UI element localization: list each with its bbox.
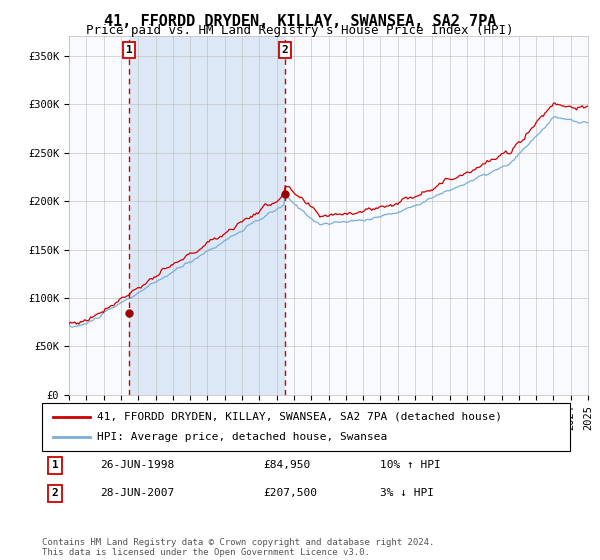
Text: 2: 2 <box>52 488 59 498</box>
Text: 41, FFORDD DRYDEN, KILLAY, SWANSEA, SA2 7PA: 41, FFORDD DRYDEN, KILLAY, SWANSEA, SA2 … <box>104 14 496 29</box>
Text: 2: 2 <box>281 45 288 55</box>
Text: £84,950: £84,950 <box>264 460 311 470</box>
Text: HPI: Average price, detached house, Swansea: HPI: Average price, detached house, Swan… <box>97 432 388 442</box>
Text: 28-JUN-2007: 28-JUN-2007 <box>100 488 175 498</box>
Bar <box>129 36 285 395</box>
Text: £207,500: £207,500 <box>264 488 318 498</box>
Text: 26-JUN-1998: 26-JUN-1998 <box>100 460 175 470</box>
Text: Contains HM Land Registry data © Crown copyright and database right 2024.
This d: Contains HM Land Registry data © Crown c… <box>42 538 434 557</box>
Text: 41, FFORDD DRYDEN, KILLAY, SWANSEA, SA2 7PA (detached house): 41, FFORDD DRYDEN, KILLAY, SWANSEA, SA2 … <box>97 412 502 422</box>
Text: 1: 1 <box>126 45 133 55</box>
Text: Price paid vs. HM Land Registry's House Price Index (HPI): Price paid vs. HM Land Registry's House … <box>86 24 514 37</box>
Text: 3% ↓ HPI: 3% ↓ HPI <box>380 488 434 498</box>
Text: 1: 1 <box>52 460 59 470</box>
FancyBboxPatch shape <box>42 403 570 451</box>
Text: 10% ↑ HPI: 10% ↑ HPI <box>380 460 440 470</box>
